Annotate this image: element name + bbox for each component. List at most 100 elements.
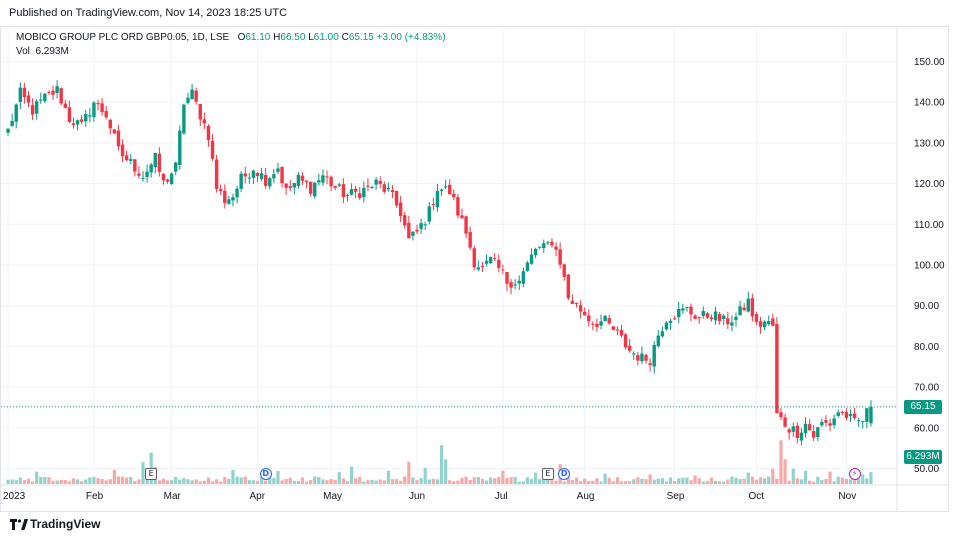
- candle-body: [263, 174, 268, 186]
- volume-bar: [165, 480, 170, 484]
- candle-body: [852, 413, 857, 419]
- volume-bar: [431, 478, 435, 484]
- dividend-icon[interactable]: D: [259, 468, 272, 480]
- volume-bar: [116, 476, 121, 484]
- volume-bar: [227, 478, 231, 484]
- volume-bar: [354, 478, 358, 484]
- candle-body: [214, 159, 219, 189]
- volume-bar: [120, 476, 125, 484]
- footer-brand[interactable]: TradingView: [10, 517, 100, 531]
- candle-body: [799, 432, 804, 441]
- last-volume-tag: 6.293M: [904, 450, 942, 464]
- candle-body: [713, 311, 718, 321]
- volume-bar: [84, 479, 88, 484]
- y-tick-label: 50.00: [914, 464, 939, 475]
- candle-body: [71, 123, 76, 125]
- candle-body: [787, 429, 791, 433]
- volume-bar: [607, 477, 611, 484]
- volume-bar: [280, 480, 284, 484]
- candle-body: [476, 267, 481, 270]
- candle-body: [660, 331, 665, 337]
- volume-bar: [779, 440, 783, 484]
- dividend-icon[interactable]: D: [558, 468, 571, 480]
- volume-bar: [546, 478, 550, 484]
- legend-c-value: 65.15: [348, 32, 374, 43]
- volume-bar: [771, 468, 775, 484]
- candle-body: [554, 246, 558, 250]
- x-tick-label: Jun: [409, 491, 425, 502]
- candle-body: [63, 103, 67, 108]
- volume-bar: [71, 478, 76, 484]
- volume-bar: [693, 475, 697, 484]
- volume-bar: [30, 481, 35, 484]
- candle-body: [758, 321, 763, 327]
- volume-bar: [43, 476, 47, 484]
- volume-bar: [125, 477, 129, 484]
- candle-body: [824, 420, 828, 423]
- candle-body: [509, 282, 513, 288]
- candle-body: [411, 231, 415, 236]
- candle-body: [235, 188, 239, 198]
- volume-bar: [75, 479, 80, 484]
- volume-bar: [538, 479, 542, 484]
- volume-bar: [713, 480, 718, 484]
- volume-bar: [141, 462, 145, 484]
- volume-bar: [734, 477, 738, 484]
- candle-body: [644, 354, 648, 361]
- volume-bar: [251, 480, 256, 484]
- volume-bar: [145, 477, 149, 484]
- candle-body: [169, 173, 174, 185]
- volume-bar: [407, 461, 411, 484]
- volume-bar: [108, 479, 112, 484]
- candle-body: [431, 204, 436, 206]
- volume-bar: [382, 480, 386, 484]
- legend-l-value: 61.00: [313, 32, 339, 43]
- volume-bar: [362, 481, 366, 484]
- candle-body: [550, 241, 554, 246]
- y-tick-label: 150.00: [914, 57, 945, 68]
- candle-body: [210, 140, 215, 159]
- candlestick-chart[interactable]: 150.00 140.00 130.00 120.00 110.00 100.00 90.0…: [1, 27, 949, 512]
- volume-bar: [170, 480, 174, 484]
- candle-body: [288, 186, 292, 188]
- candle-body: [848, 414, 853, 417]
- volume-bar: [219, 481, 223, 484]
- volume-bar: [255, 480, 260, 484]
- candle-body: [219, 189, 223, 192]
- candle-body: [243, 173, 247, 177]
- candle-body: [832, 418, 836, 426]
- candle-body: [18, 87, 23, 102]
- volume-bar: [419, 477, 423, 484]
- candle-body: [394, 190, 399, 206]
- volume-bar: [174, 476, 178, 484]
- earnings-icon[interactable]: E: [145, 468, 158, 480]
- volume-bar: [468, 479, 472, 484]
- volume-bar: [386, 470, 390, 484]
- chart-frame[interactable]: 150.00 140.00 130.00 120.00 110.00 100.00 90.0…: [0, 26, 949, 512]
- candle-body: [141, 177, 145, 179]
- candle-body: [697, 317, 701, 319]
- volume-bar: [869, 472, 873, 484]
- volume-bar: [824, 478, 828, 484]
- volume-bar: [583, 478, 587, 484]
- x-tick-label: Oct: [748, 491, 764, 502]
- volume-bar: [276, 471, 280, 484]
- candle-body: [231, 197, 235, 201]
- footer-brand-label: TradingView: [30, 517, 101, 531]
- y-tick-label: 90.00: [914, 301, 939, 312]
- split-icon[interactable]: ⚡: [848, 468, 861, 480]
- volume-bar: [705, 481, 709, 484]
- candle-body: [26, 95, 31, 103]
- volume-bar: [304, 481, 309, 484]
- volume-bar: [603, 473, 607, 484]
- volume-bar: [157, 480, 161, 484]
- volume-bar: [689, 480, 693, 484]
- earnings-icon[interactable]: E: [541, 468, 554, 480]
- volume-bar: [452, 481, 456, 484]
- candle-body: [521, 271, 526, 284]
- volume-bar: [317, 477, 321, 484]
- candle-body: [844, 412, 849, 419]
- candle-body: [537, 246, 542, 248]
- volume-label: Vol: [16, 46, 30, 57]
- candle-body: [165, 179, 170, 182]
